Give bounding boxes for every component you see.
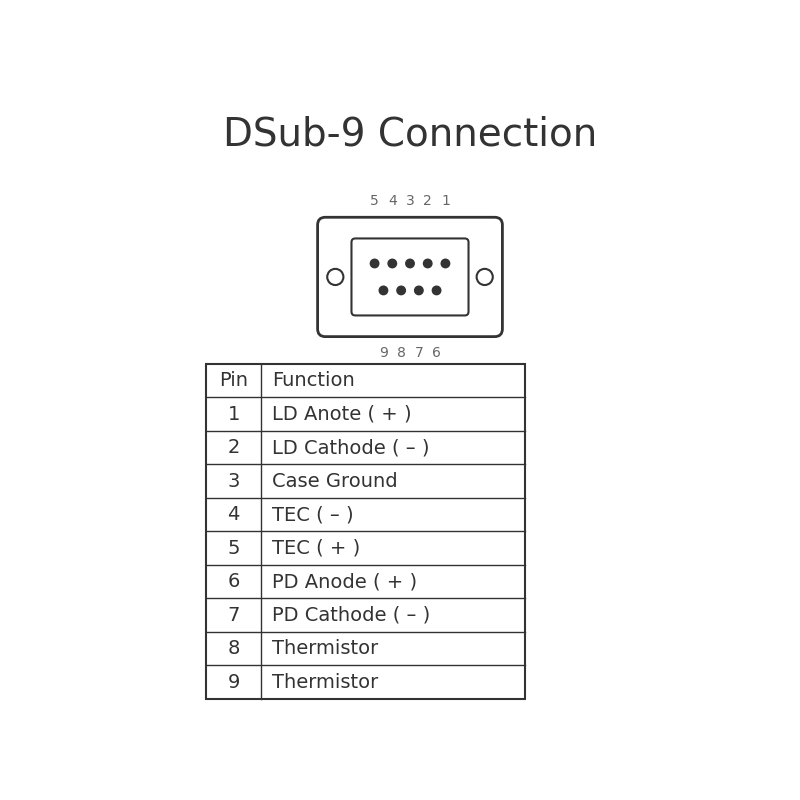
Text: 1: 1 xyxy=(227,405,240,424)
Text: TEC ( – ): TEC ( – ) xyxy=(272,505,354,524)
FancyBboxPatch shape xyxy=(351,238,469,315)
Text: 5: 5 xyxy=(370,194,379,208)
Text: 5: 5 xyxy=(227,538,240,558)
Text: LD Cathode ( – ): LD Cathode ( – ) xyxy=(272,438,430,457)
Text: 8: 8 xyxy=(227,639,240,658)
Text: PD Cathode ( – ): PD Cathode ( – ) xyxy=(272,606,430,625)
Text: Thermistor: Thermistor xyxy=(272,673,378,692)
Text: 6: 6 xyxy=(227,572,240,591)
Circle shape xyxy=(441,259,450,268)
Text: 1: 1 xyxy=(441,194,450,208)
Text: 7: 7 xyxy=(414,346,423,360)
Circle shape xyxy=(327,269,343,285)
Text: LD Anote ( + ): LD Anote ( + ) xyxy=(272,405,412,424)
Text: 2: 2 xyxy=(227,438,240,457)
Text: 6: 6 xyxy=(432,346,441,360)
Text: 3: 3 xyxy=(227,472,240,490)
FancyBboxPatch shape xyxy=(318,218,502,337)
Circle shape xyxy=(379,286,388,294)
Circle shape xyxy=(406,259,414,268)
Circle shape xyxy=(477,269,493,285)
Text: Case Ground: Case Ground xyxy=(272,472,398,490)
Text: Thermistor: Thermistor xyxy=(272,639,378,658)
Circle shape xyxy=(414,286,423,294)
Text: 4: 4 xyxy=(388,194,397,208)
Circle shape xyxy=(370,259,379,268)
Circle shape xyxy=(397,286,406,294)
Text: 9: 9 xyxy=(227,673,240,692)
Text: PD Anode ( + ): PD Anode ( + ) xyxy=(272,572,418,591)
Text: 9: 9 xyxy=(379,346,388,360)
Text: Pin: Pin xyxy=(219,371,248,390)
Text: 8: 8 xyxy=(397,346,406,360)
Text: TEC ( + ): TEC ( + ) xyxy=(272,538,361,558)
Circle shape xyxy=(423,259,432,268)
Circle shape xyxy=(388,259,397,268)
Text: 3: 3 xyxy=(406,194,414,208)
Circle shape xyxy=(432,286,441,294)
Text: DSub-9 Connection: DSub-9 Connection xyxy=(223,115,597,154)
Text: 4: 4 xyxy=(227,505,240,524)
Text: Function: Function xyxy=(272,371,355,390)
Text: 7: 7 xyxy=(227,606,240,625)
Text: 2: 2 xyxy=(423,194,432,208)
